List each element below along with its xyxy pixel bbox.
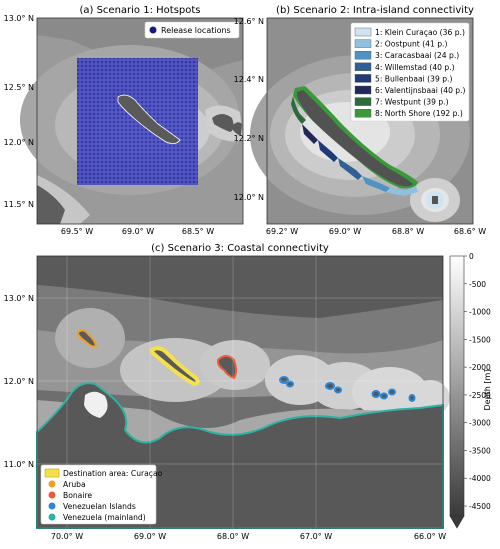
colorbar-tick-label: -1000 bbox=[469, 308, 491, 317]
colorbar-tick-label: -4500 bbox=[469, 502, 491, 511]
panel-c-yticks: 13.0° N 12.0° N 11.0° N bbox=[4, 294, 34, 469]
svg-text:12.6° N: 12.6° N bbox=[234, 17, 264, 26]
panel-b: (b) Scenario 2: Intra-island connectivit… bbox=[234, 5, 487, 236]
svg-text:69.0° W: 69.0° W bbox=[134, 532, 166, 541]
svg-text:12.4° N: 12.4° N bbox=[234, 75, 264, 84]
panel-c-map bbox=[36, 255, 450, 529]
svg-text:12.0° N: 12.0° N bbox=[4, 138, 34, 147]
legend-c-label: Destination area: Curaçao bbox=[63, 469, 163, 478]
bullenbaai-region bbox=[318, 140, 338, 162]
legend-b-label: 3: Caracasbaai (24 p.) bbox=[375, 51, 459, 60]
caracasbaai-region bbox=[362, 176, 390, 192]
willemstad-region bbox=[338, 158, 362, 180]
panel-b-xticks: 69.2° W 69.0° W 68.8° W 68.6° W bbox=[266, 227, 486, 236]
colorbar-tick-label: -500 bbox=[469, 280, 486, 289]
svg-text:11.0° N: 11.0° N bbox=[4, 460, 34, 469]
svg-text:12.0° N: 12.0° N bbox=[234, 193, 264, 202]
legend-b-swatch bbox=[354, 108, 372, 118]
legend-b-swatch bbox=[354, 51, 372, 60]
svg-text:70.0° W: 70.0° W bbox=[51, 532, 83, 541]
bonaire-c bbox=[217, 355, 237, 380]
legend-b-swatch bbox=[354, 97, 372, 106]
legend-b-label: 8: North Shore (192 p.) bbox=[375, 109, 463, 118]
panel-b-legend: 1: Klein Curaçao (36 p.) 2: Oostpunt (41 … bbox=[350, 22, 470, 122]
panel-c-title: (c) Scenario 3: Coastal connectivity bbox=[151, 243, 329, 254]
legend-b-label: 5: Bullenbaai (39 p.) bbox=[375, 74, 452, 83]
colorbar-tick-label: -2500 bbox=[469, 391, 491, 400]
panel-c-xticks: 70.0° W 69.0° W 68.0° W 67.0° W 66.0° W bbox=[51, 532, 446, 541]
panel-c-legend: Destination area: Curaçao Aruba Bonaire Ven… bbox=[40, 464, 163, 525]
panel-b-title: (b) Scenario 2: Intra-island connectivit… bbox=[276, 5, 474, 16]
legend-c-swatch bbox=[44, 468, 60, 478]
legend-c-swatch bbox=[48, 480, 56, 488]
bonaire-a bbox=[212, 114, 234, 132]
svg-text:12.5° N: 12.5° N bbox=[4, 83, 34, 92]
lake-maracaibo bbox=[84, 391, 108, 418]
colorbar-tick-label: 0 bbox=[469, 252, 474, 261]
aruba-c bbox=[77, 329, 98, 348]
panel-a-xticks: 69.5° W 69.0° W 68.5° W bbox=[61, 227, 214, 236]
svg-text:11.5° N: 11.5° N bbox=[4, 200, 34, 209]
svg-text:69.5° W: 69.5° W bbox=[61, 227, 93, 236]
svg-text:69.0° W: 69.0° W bbox=[122, 227, 154, 236]
svg-text:68.5° W: 68.5° W bbox=[182, 227, 214, 236]
colorbar-label: Depth [m] bbox=[483, 370, 492, 411]
svg-text:12.0° N: 12.0° N bbox=[4, 377, 34, 386]
legend-b-label: 2: Oostpunt (41 p.) bbox=[375, 40, 447, 49]
legend-b-swatch bbox=[354, 27, 372, 37]
panel-c: (c) Scenario 3: Coastal connectivity bbox=[4, 243, 492, 541]
curacao-a bbox=[117, 94, 181, 144]
legend-b-swatch bbox=[354, 62, 372, 71]
legend-c-label: Venezuelan Islands bbox=[63, 502, 136, 511]
valentijnsbaai-region bbox=[302, 124, 318, 144]
svg-text:68.6° W: 68.6° W bbox=[454, 227, 486, 236]
svg-text:13.0° N: 13.0° N bbox=[4, 14, 34, 23]
svg-text:67.0° W: 67.0° W bbox=[300, 532, 332, 541]
legend-b-swatch bbox=[354, 85, 372, 95]
legend-b-label: 4: Willemstad (40 p.) bbox=[375, 63, 455, 72]
legend-c-label: Aruba bbox=[63, 480, 86, 489]
colorbar-tick-label: -3500 bbox=[469, 446, 491, 455]
svg-text:12.2° N: 12.2° N bbox=[234, 134, 264, 143]
colorbar-tick-label: -2000 bbox=[469, 363, 491, 372]
legend-b-label: 6: Valentijnsbaai (40 p.) bbox=[375, 86, 466, 95]
legend-b-label: 7: Westpunt (39 p.) bbox=[375, 98, 449, 107]
depth-colorbar: 0 -500 -1000 -1500 -2000 -2500 -3000 -3500 -4000… bbox=[449, 252, 492, 529]
panel-b-yticks: 12.6° N 12.4° N 12.2° N 12.0° N bbox=[234, 17, 264, 202]
legend-b-label: 1: Klein Curaçao (36 p.) bbox=[375, 28, 465, 37]
panel-a-map bbox=[20, 17, 244, 225]
colorbar-tick-label: -4000 bbox=[469, 474, 491, 483]
svg-text:66.0° W: 66.0° W bbox=[414, 532, 446, 541]
legend-c-swatch bbox=[48, 513, 56, 521]
venezuela-coast-a bbox=[37, 185, 65, 224]
svg-text:69.0° W: 69.0° W bbox=[329, 227, 361, 236]
curacao-c bbox=[150, 346, 200, 386]
panel-a-title: (a) Scenario 1: Hotspots bbox=[79, 5, 200, 16]
svg-text:13.0° N: 13.0° N bbox=[4, 294, 34, 303]
westpunt-region bbox=[291, 96, 306, 124]
panel-a-legend-label: Release locations bbox=[161, 26, 231, 35]
svg-text:68.0° W: 68.0° W bbox=[217, 532, 249, 541]
colorbar-tick-label: -1500 bbox=[469, 335, 491, 344]
svg-text:68.8° W: 68.8° W bbox=[392, 227, 424, 236]
panel-a-legend: Release locations bbox=[144, 21, 240, 39]
panel-a: (a) Scenario 1: Hotspots Release locatio… bbox=[4, 5, 244, 236]
legend-b-swatch bbox=[354, 39, 372, 48]
legend-c-swatch bbox=[48, 491, 56, 499]
legend-c-label: Venezuela (mainland) bbox=[63, 513, 146, 522]
colorbar-tick-label: -3000 bbox=[469, 419, 491, 428]
legend-c-label: Bonaire bbox=[63, 491, 92, 500]
release-marker-icon bbox=[149, 26, 157, 34]
panel-a-yticks: 13.0° N 12.5° N 12.0° N 11.5° N bbox=[4, 14, 34, 209]
oostpunt-region bbox=[388, 186, 418, 196]
legend-c-swatch bbox=[48, 502, 56, 510]
venezuelan-islands bbox=[279, 376, 416, 402]
svg-text:69.2° W: 69.2° W bbox=[266, 227, 298, 236]
legend-b-swatch bbox=[354, 74, 372, 83]
